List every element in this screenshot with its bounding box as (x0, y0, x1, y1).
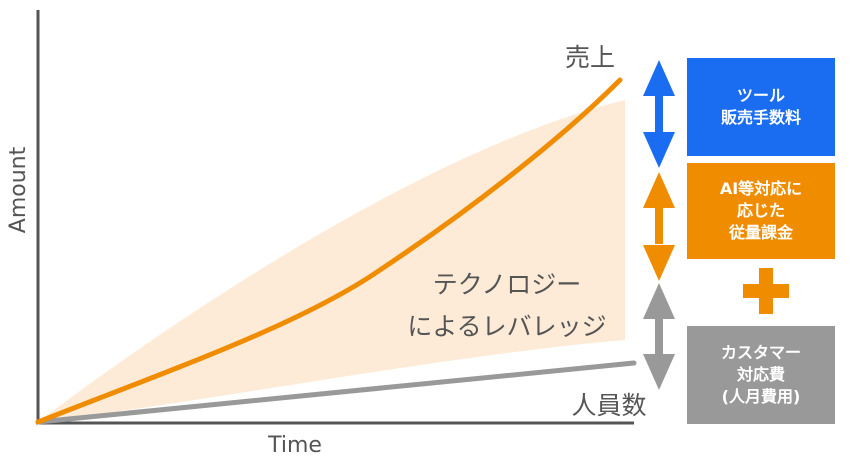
tool-fee-box: ツール 販売手数料 (687, 58, 835, 156)
customer-double-arrow-icon (643, 283, 675, 390)
tool-double-arrow-icon (643, 60, 675, 168)
y-axis-label: Amount (6, 146, 31, 233)
ai-usage-fee-box: AI等対応に 応じた 従量課金 (687, 163, 835, 259)
customer-support-cost-box: カスタマー 対応費 (人月費用) (687, 326, 835, 424)
leverage-label-line1: テクノロジー (433, 270, 582, 299)
x-axis-label: Time (267, 433, 322, 458)
tool-fee-line2: 販売手数料 (720, 108, 801, 127)
tool-fee-line1: ツール (736, 86, 785, 105)
ai-usage-fee-line1: AI等対応に (719, 179, 803, 198)
ai-usage-fee-line3: 従量課金 (728, 223, 793, 242)
ai-double-arrow-icon (643, 172, 675, 281)
plus-icon (743, 268, 789, 314)
customer-support-line2: 対応費 (736, 365, 785, 384)
customer-support-line3: (人月費用) (721, 387, 801, 406)
leverage-label-line2: によるレバレッジ (407, 312, 606, 341)
headcount-label: 人員数 (571, 391, 646, 420)
headcount-line (35, 360, 637, 425)
ai-usage-fee-line2: 応じた (736, 201, 785, 220)
customer-support-line1: カスタマー (720, 343, 801, 362)
leverage-region (38, 100, 625, 422)
sales-label: 売上 (565, 43, 615, 72)
sales-line (35, 77, 623, 425)
